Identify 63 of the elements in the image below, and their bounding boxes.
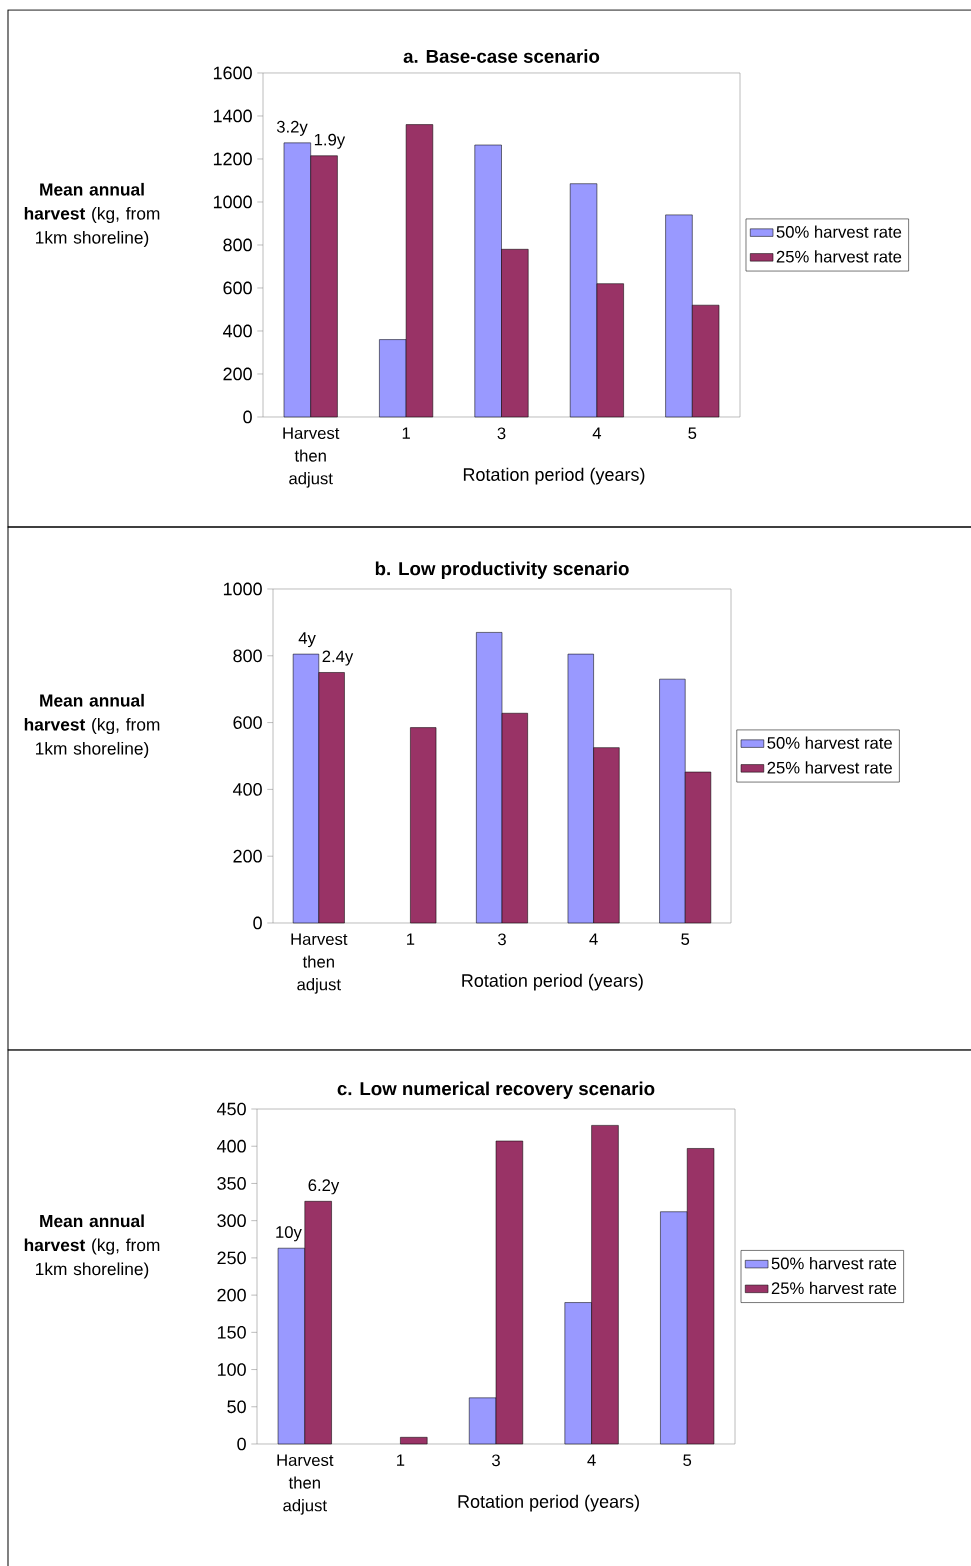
legend-label: 50% harvest rate — [767, 736, 892, 749]
y-tick-label: 250 — [217, 1251, 246, 1265]
y-tick-label: 400 — [216, 1139, 246, 1153]
y-tick-label: 800 — [233, 649, 262, 663]
y-axis-title: Mean annual harvest (kg, from 1km shoreline) — [24, 182, 160, 248]
legend-label: 25% harvest rate — [771, 1281, 897, 1295]
y-tick-label: 400 — [232, 783, 262, 796]
x-tick-label: Harvest then adjust — [277, 1454, 334, 1515]
bar — [400, 1437, 428, 1445]
y-axis-title: Mean annual harvest (kg, from 1km shoreline) — [24, 1214, 160, 1279]
annotation: 6.2y — [308, 1179, 340, 1195]
y-tick-label: 100 — [217, 1363, 246, 1376]
y-tick-label: 1400 — [213, 109, 252, 123]
y-tick-label: 200 — [217, 1288, 246, 1302]
x-tick-label: 4 — [589, 933, 598, 945]
x-tick-label: Harvest then adjust — [291, 933, 348, 994]
x-tick-label: 3 — [492, 1454, 500, 1467]
y-tick-label: 0 — [243, 410, 252, 424]
y-tick-label: 0 — [237, 1437, 246, 1451]
x-axis-title: Rotation period (years) — [462, 973, 643, 991]
x-tick-label: 4 — [592, 427, 602, 439]
y-tick-label: 1200 — [213, 152, 252, 166]
annotation: 10y — [276, 1226, 302, 1242]
y-tick-label: 350 — [217, 1177, 246, 1190]
chart-title: c. Low numerical recovery scenario — [337, 1081, 655, 1099]
legend-label: 50% harvest rate — [776, 225, 902, 238]
y-tick-label: 400 — [222, 324, 252, 338]
y-tick-label: 600 — [223, 281, 252, 295]
y-tick-label: 450 — [216, 1102, 246, 1116]
x-tick-label: 5 — [683, 1454, 692, 1467]
y-tick-label: 1000 — [213, 195, 252, 209]
chart-title: b. Low productivity scenario — [375, 561, 629, 579]
y-tick-label: 1000 — [223, 582, 262, 596]
y-tick-label: 0 — [253, 916, 262, 930]
x-axis-title: Rotation period (years) — [463, 467, 645, 485]
legend-label: 25% harvest rate — [776, 250, 902, 263]
x-tick-label: Harvest then adjust — [283, 427, 340, 488]
x-axis-title: Rotation period (years) — [458, 1494, 639, 1512]
x-tick-label: 5 — [688, 427, 697, 440]
chart-title: a. Base-case scenario — [403, 49, 600, 63]
x-tick-label: 4 — [587, 1454, 596, 1466]
x-tick-label: 1 — [397, 1454, 405, 1466]
x-tick-label: 5 — [681, 933, 690, 946]
y-tick-label: 200 — [233, 849, 262, 863]
annotation: 1.9y — [314, 133, 346, 149]
annotation: 2.4y — [322, 650, 354, 666]
annotation: 3.2y — [276, 120, 308, 136]
y-tick-label: 50 — [227, 1400, 246, 1414]
x-tick-label: 1 — [402, 427, 410, 439]
y-tick-label: 150 — [217, 1325, 246, 1339]
y-tick-label: 200 — [223, 367, 252, 381]
x-tick-label: 3 — [498, 933, 506, 946]
annotation: 4y — [298, 632, 316, 648]
y-axis-title: Mean annual harvest (kg, from 1km shoreline) — [24, 693, 160, 759]
y-tick-label: 600 — [233, 716, 262, 729]
y-tick-label: 1600 — [213, 66, 252, 80]
y-tick-label: 300 — [217, 1214, 246, 1228]
legend-label: 50% harvest rate — [771, 1257, 897, 1270]
bar — [410, 727, 437, 924]
x-tick-label: 3 — [497, 427, 506, 440]
x-tick-label: 1 — [407, 933, 415, 945]
y-tick-label: 800 — [223, 238, 252, 252]
legend-label: 25% harvest rate — [767, 761, 892, 774]
